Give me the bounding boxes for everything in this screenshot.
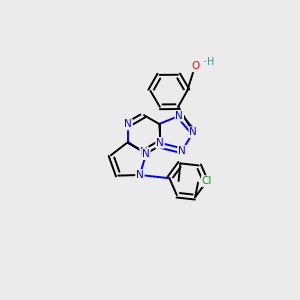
Text: Cl: Cl — [202, 176, 212, 186]
Text: O: O — [192, 61, 200, 71]
Text: N: N — [189, 127, 197, 137]
Text: ·H: ·H — [204, 58, 214, 68]
Text: N: N — [124, 119, 132, 129]
Text: N: N — [176, 111, 183, 121]
Text: N: N — [140, 147, 148, 157]
Text: N: N — [136, 170, 144, 180]
Text: N: N — [178, 146, 186, 156]
Text: N: N — [156, 138, 164, 148]
Text: N: N — [142, 149, 150, 159]
